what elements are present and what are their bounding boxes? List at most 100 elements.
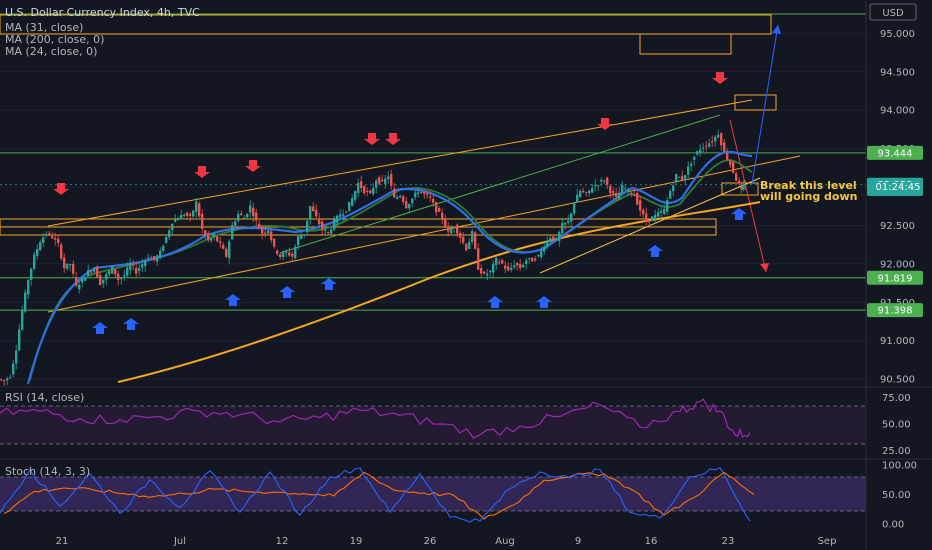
candle <box>123 269 126 281</box>
candle <box>189 211 192 222</box>
candle <box>276 249 279 257</box>
candle <box>222 242 225 250</box>
candle <box>675 173 678 185</box>
candle <box>75 271 78 288</box>
candle <box>621 181 624 194</box>
candle <box>120 276 123 285</box>
candle <box>45 231 48 238</box>
candle <box>213 232 216 241</box>
rsi-line <box>0 398 751 439</box>
candle <box>618 186 621 200</box>
candle <box>459 230 462 244</box>
candle <box>324 226 327 235</box>
price-marker <box>867 145 923 160</box>
candle <box>27 279 30 300</box>
candle <box>273 238 276 249</box>
candle <box>261 224 264 240</box>
candle <box>687 161 690 179</box>
candle <box>669 188 672 200</box>
candle <box>372 183 375 197</box>
candle <box>336 214 339 228</box>
price-tick-label: 90.500 <box>880 375 915 386</box>
candle <box>90 269 93 275</box>
candle <box>30 267 33 286</box>
candle <box>144 257 147 273</box>
stoch-d-line <box>3 471 755 520</box>
time-tick-label: 16 <box>645 536 658 547</box>
candle <box>432 194 435 207</box>
candle <box>102 279 105 288</box>
candle <box>435 201 438 217</box>
candle <box>93 266 96 274</box>
time-tick-label: 19 <box>350 536 363 547</box>
candle <box>312 201 315 212</box>
candle <box>468 238 471 250</box>
candle <box>12 360 15 378</box>
rsi-title: RSI (14, close) <box>5 391 84 404</box>
candle <box>306 220 309 236</box>
buy-arrow <box>647 245 663 257</box>
rsi-tick-label: 50.00 <box>882 420 911 431</box>
candle <box>24 289 27 313</box>
candle <box>522 262 525 269</box>
candle <box>561 217 564 234</box>
candle <box>240 210 243 216</box>
candle <box>555 236 558 242</box>
annotation-line-2: will going down <box>760 190 857 203</box>
legend-title: U.S. Dollar Currency Index, 4h, TVC <box>5 6 200 19</box>
candle <box>180 209 183 220</box>
candle <box>564 222 567 230</box>
candle <box>117 270 120 286</box>
trendlines <box>47 24 801 313</box>
stoch-pane[interactable]: Stoch (14, 3, 3) 100.00 50.00 0.00 <box>0 460 917 531</box>
candle <box>543 242 546 255</box>
candle <box>378 175 381 186</box>
candle <box>330 226 333 236</box>
candle <box>582 187 585 194</box>
candle <box>591 183 594 194</box>
candle <box>666 196 669 216</box>
candle <box>111 265 114 274</box>
currency-badge[interactable] <box>869 3 917 21</box>
candle <box>309 205 312 225</box>
rsi-pane[interactable]: RSI (14, close) 75.00 50.00 25.00 <box>0 391 911 457</box>
buy-arrow <box>321 278 337 290</box>
candle <box>354 190 357 203</box>
candle <box>51 231 54 240</box>
candle <box>579 189 582 198</box>
candle <box>36 244 39 260</box>
candle <box>375 178 378 194</box>
candle <box>423 190 426 199</box>
candle <box>612 187 615 200</box>
price-marker-label: 91.398 <box>878 306 913 317</box>
candle <box>201 209 204 234</box>
candle <box>429 190 432 202</box>
candle <box>660 205 663 219</box>
candle <box>600 177 603 187</box>
candle <box>15 344 18 370</box>
channel-bottom <box>47 155 801 313</box>
candle <box>39 239 42 251</box>
candle <box>267 229 270 236</box>
candle <box>684 174 687 185</box>
candle <box>351 194 354 207</box>
candle <box>744 179 747 191</box>
candle <box>315 204 318 218</box>
rsi-tick-label: 25.00 <box>882 446 911 457</box>
projection-up-head <box>772 25 781 34</box>
candle <box>162 244 165 254</box>
price-tick-label: 92.500 <box>880 221 915 232</box>
candle <box>498 258 501 265</box>
candle <box>642 208 645 218</box>
stoch-tick-label: 0.00 <box>882 520 904 531</box>
candle <box>597 184 600 192</box>
candle <box>720 132 723 151</box>
candle <box>726 148 729 162</box>
candle <box>588 190 591 197</box>
candle <box>366 187 369 197</box>
price-axis[interactable]: 95.00094.50094.00093.50093.00092.50092.0… <box>865 0 932 550</box>
candle <box>717 129 720 139</box>
time-axis[interactable]: 21 Jul 12 19 26 Aug 9 16 23 Sep <box>56 536 837 547</box>
price-tick-label: 92.000 <box>880 259 915 270</box>
